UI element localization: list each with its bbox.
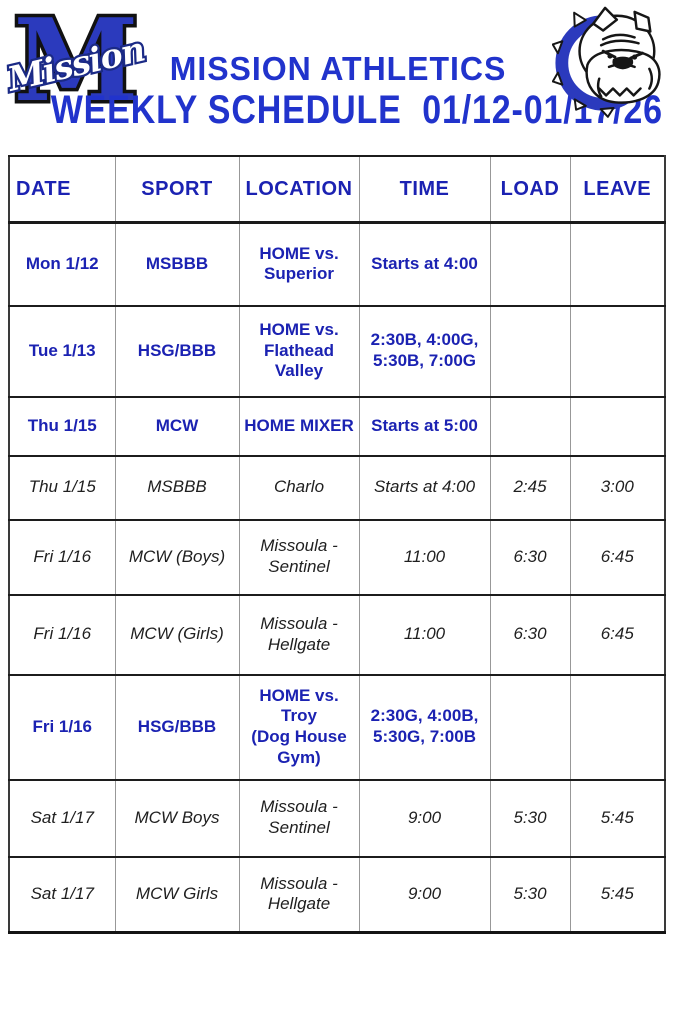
cell-load: 5:30 [489,855,570,933]
schedule-table: DATE SPORT LOCATION TIME LOAD LEAVE Mon … [8,155,666,934]
cell-leave: 5:45 [569,855,665,933]
cell-time: 2:30B, 4:00G, 5:30B, 7:00G [358,304,490,397]
cell-sport: MCW Girls [114,855,239,933]
column-header-leave: LEAVE [569,156,665,224]
cell-load [489,395,570,456]
cell-load: 6:30 [489,593,570,675]
schedule-row: Sat 1/17 MCW Boys Missoula - Sentinel 9:… [9,778,665,857]
column-header-location: LOCATION [238,156,359,224]
cell-time: 9:00 [358,778,490,857]
cell-leave [569,222,665,306]
mission-m-logo: M Mission [1,0,151,130]
cell-date: Thu 1/15 [9,454,115,520]
cell-leave [569,673,665,780]
cell-time: 2:30G, 4:00B, 5:30G, 7:00B [358,673,490,780]
cell-date: Tue 1/13 [9,304,115,397]
schedule-row: Thu 1/15 MSBBB Charlo Starts at 4:00 2:4… [9,454,665,520]
cell-time: 9:00 [358,855,490,933]
column-header-time: TIME [358,156,490,224]
varsity-m-letter: M [13,2,138,118]
cell-location: HOME vs. Superior [238,222,359,306]
cell-time: Starts at 4:00 [358,222,490,306]
cell-leave: 6:45 [569,518,665,595]
cell-location: Missoula - Sentinel [238,518,359,595]
bulldog-mascot-logo [551,2,670,120]
cell-date: Fri 1/16 [9,593,115,675]
schedule-row: Sat 1/17 MCW Girls Missoula - Hellgate 9… [9,855,665,933]
cell-location: HOME MIXER [238,395,359,456]
bulldog-logo-art [551,6,661,118]
page-header: M Mission MISSION ATHLETICS WEEKLY SCHED… [0,0,676,155]
cell-date: Thu 1/15 [9,395,115,456]
schedule-row: Fri 1/16 HSG/BBB HOME vs. Troy (Dog Hous… [9,673,665,780]
cell-location: HOME vs. Troy (Dog House Gym) [238,673,359,780]
cell-date: Sat 1/17 [9,778,115,857]
cell-date: Mon 1/12 [25,253,99,273]
cell-load [489,673,570,780]
cell-time: 11:00 [358,518,490,595]
schedule-row: Fri 1/16 MCW (Girls) Missoula - Hellgate… [9,593,665,675]
cell-load [489,222,570,306]
cell-leave: 5:45 [569,778,665,857]
page-subtitle: WEEKLY SCHEDULE 01/12-01/17/26 [50,88,663,132]
schedule-row: Thu 1/15 MCW HOME MIXER Starts at 5:00 [9,395,665,456]
cell-leave: 3:00 [569,454,665,520]
cell-location: Missoula - Hellgate [238,855,359,933]
cell-leave: 6:45 [569,593,665,675]
column-header-sport: SPORT [114,156,239,224]
cell-leave [569,395,665,456]
cell-date: Fri 1/16 [9,673,115,780]
schedule-row: Fri 1/16 MCW (Boys) Missoula - Sentinel … [9,518,665,595]
cell-location: HOME vs. Flathead Valley [238,304,359,397]
cell-sport: MCW [114,395,239,456]
cell-load: 6:30 [489,518,570,595]
cell-time: Starts at 5:00 [358,395,490,456]
cell-load: 2:45 [489,454,570,520]
cell-location: Missoula - Sentinel [238,778,359,857]
cell-time: Starts at 4:00 [358,454,490,520]
cell-load [489,304,570,397]
cell-location: Missoula - Hellgate [238,593,359,675]
schedule-row: Mon 1/12 MSBBB HOME vs. Superior Starts … [9,222,665,306]
cell-sport: MSBBB [114,222,239,306]
cell-date: Sat 1/17 [9,855,115,933]
cell-sport: MCW (Boys) [114,518,239,595]
cell-time: 11:00 [358,593,490,675]
cell-sport: MCW (Girls) [114,593,239,675]
cell-sport: HSG/BBB [114,304,239,397]
cell-date: Fri 1/16 [9,518,115,595]
schedule-row: Tue 1/13 HSG/BBB HOME vs. Flathead Valle… [9,304,665,397]
column-header-load: LOAD [489,156,570,224]
cell-sport: MSBBB [114,454,239,520]
header-row: DATE SPORT LOCATION TIME LOAD LEAVE [9,156,665,224]
cell-load: 5:30 [489,778,570,857]
column-header-date: DATE [9,156,115,224]
mission-m-logo-art: M Mission [1,0,151,130]
cell-sport: HSG/BBB [114,673,239,780]
page-title: MISSION ATHLETICS [169,50,507,87]
cell-location: Charlo [238,454,359,520]
cell-sport: MCW Boys [114,778,239,857]
cell-leave [569,304,665,397]
